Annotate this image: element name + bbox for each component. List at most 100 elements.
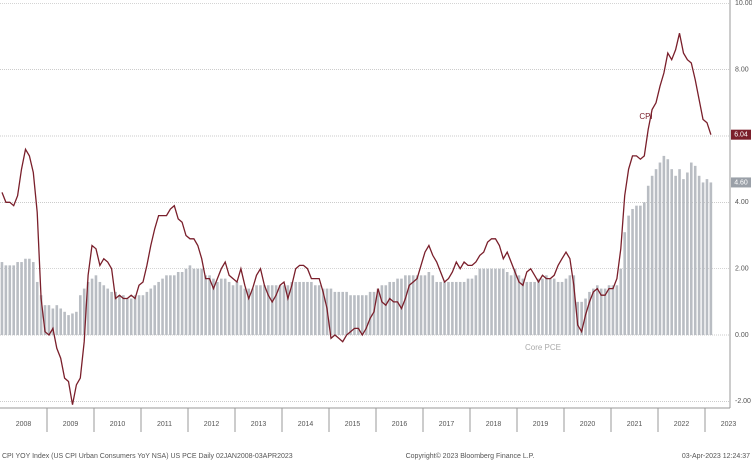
bar [102,285,106,336]
bar [623,232,627,336]
bar [513,268,517,336]
bar [114,291,117,336]
bar [482,268,486,336]
bar [243,288,247,336]
bar [196,268,200,336]
bar [372,291,376,336]
bar [90,278,94,336]
bar [686,172,689,336]
bar [376,288,380,336]
bar [560,281,564,336]
bar [650,175,654,336]
bar [674,175,677,336]
bar [235,281,239,336]
bar [494,268,497,336]
bar [118,295,121,336]
bar [251,288,254,336]
bar [188,265,192,336]
bar [388,281,392,336]
bar [321,288,325,336]
bar [619,268,623,336]
bar [16,262,19,336]
bar [208,275,211,336]
bar [658,162,662,336]
bar [682,179,685,336]
bar [47,305,51,336]
bar [51,308,55,336]
bar [435,281,439,336]
series-label: CPI [639,112,652,121]
bar [533,281,536,336]
bar [529,281,533,336]
y-tick-label: 0.00 [735,332,749,339]
x-tick-label: 2012 [204,421,220,428]
bar [259,285,262,336]
bar [286,285,290,336]
bar [31,262,35,336]
bar [509,275,513,336]
bar [705,179,709,336]
series-label: Core PCE [525,343,561,352]
bar [172,275,176,336]
bar [263,285,266,336]
x-tick-label: 2019 [533,421,549,428]
x-tick-label: 2016 [392,421,408,428]
bar [82,288,86,336]
bar [431,275,435,336]
bar [545,275,548,336]
bar [278,285,282,336]
bar [384,285,388,336]
x-tick-label: 2010 [110,421,126,428]
bar [106,288,110,336]
bar [349,295,352,336]
bar [380,285,384,336]
bar [411,275,415,336]
bar [98,281,102,336]
bar [0,262,4,336]
bar [200,268,204,336]
bar [219,278,223,336]
bar [78,295,82,336]
bar [67,315,70,336]
bar [689,162,693,336]
bar [439,281,442,336]
bar [337,291,341,336]
x-tick-label: 2009 [63,421,79,428]
bar [521,278,525,336]
x-tick-label: 2021 [627,421,643,428]
bar [501,268,505,336]
bar [94,275,98,336]
y-tick-label: 2.00 [735,266,749,273]
bar [255,285,258,336]
bar [165,275,168,336]
bar [635,205,638,336]
bar [353,295,356,336]
x-tick-label: 2017 [439,421,455,428]
bar [478,268,482,336]
bar [490,268,493,336]
footer-left: CPI YOY Index (US CPI Urban Consumers Yo… [2,453,293,460]
bar [28,258,31,336]
bar [541,278,544,336]
bar [247,288,251,336]
bar [282,285,286,336]
bar [588,291,591,336]
bar [537,278,540,336]
bar [216,281,219,336]
bar [317,285,321,336]
bar [169,275,172,336]
bar [525,281,529,336]
bar [556,281,560,336]
bar [298,281,301,336]
bar [419,275,423,336]
bar [270,285,274,336]
bar [157,281,160,336]
bar [137,295,141,336]
bar [443,281,446,336]
last-value-label: 6.04 [734,132,748,139]
bar [204,275,207,336]
bar [161,278,164,336]
bar [517,275,521,336]
bar [176,272,180,336]
